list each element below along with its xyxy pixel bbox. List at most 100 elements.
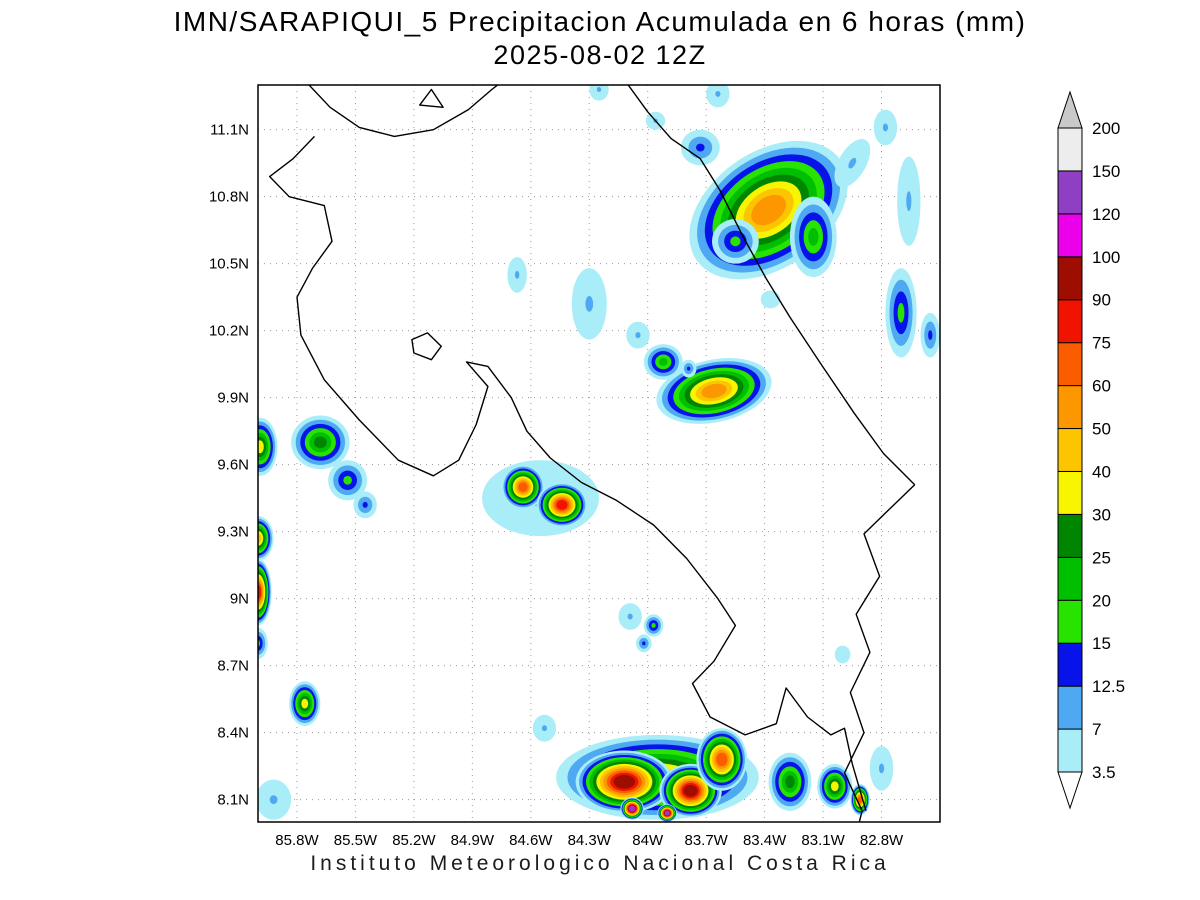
- precip-cell: [680, 359, 697, 378]
- precip-field: [258, 85, 940, 822]
- colorbar-labels: 3.5 7 12.5 15 20 25 30 40 50 60 75 90 100 120 150 200: [1092, 119, 1125, 782]
- colorbar-tick-label: 20: [1092, 591, 1111, 610]
- precip-cell: [789, 196, 837, 278]
- precip-cell: [258, 779, 292, 820]
- precip-cell: [696, 728, 748, 791]
- colorbar-segment: [1057, 428, 1083, 472]
- colorbar-segment: [1057, 385, 1083, 430]
- precip-cell: [706, 85, 730, 108]
- colorbar-segment: [1057, 170, 1083, 215]
- colorbar: [1057, 90, 1083, 810]
- colorbar-tick-label: 150: [1092, 162, 1120, 181]
- colorbar-tick-label: 30: [1092, 505, 1111, 524]
- colorbar-tick-label: 75: [1092, 334, 1111, 353]
- precip-cell: [507, 256, 527, 293]
- x-tick-label: 83.1W: [801, 832, 845, 849]
- coastline-inland-water: [411, 332, 442, 361]
- colorbar-segment: [1057, 342, 1083, 387]
- y-tick-label: 8.7N: [217, 658, 249, 675]
- chart-title: IMN/SARAPIQUI_5 Precipitacion Acumulada …: [173, 6, 1027, 37]
- colorbar-segment: [1057, 513, 1083, 558]
- colorbar-tick-label: 12.5: [1092, 677, 1125, 696]
- colorbar-segment: [1057, 685, 1083, 730]
- colorbar-segment: [1057, 256, 1083, 301]
- y-tick-label: 10.2N: [209, 323, 249, 340]
- precip-cell: [643, 344, 683, 380]
- x-tick-label: 84.9W: [451, 832, 495, 849]
- colorbar-tick-label: 50: [1092, 420, 1111, 439]
- precip-cell: [571, 268, 607, 340]
- colorbar-tick-label: 200: [1092, 119, 1120, 138]
- colorbar-segment: [1057, 599, 1083, 644]
- precip-cell: [532, 714, 557, 742]
- precip-cell: [575, 750, 674, 814]
- title-block: IMN/SARAPIQUI_5 Precipitacion Acumulada …: [0, 6, 1200, 71]
- precip-cell: [656, 358, 772, 424]
- precip-cell: [258, 558, 272, 626]
- precip-cell: [258, 417, 278, 476]
- precip-cell: [760, 290, 781, 309]
- y-tick-label: 9N: [230, 591, 249, 608]
- map-frame: [257, 84, 941, 823]
- precip-cell: [817, 763, 853, 809]
- coastline-lake-nicaragua-shore: [308, 85, 499, 138]
- precip-cell: [920, 312, 940, 358]
- y-tick-label: 9.9N: [217, 390, 249, 407]
- precip-cell: [643, 614, 664, 637]
- y-tick-label: 10.5N: [209, 256, 249, 273]
- colorbar-segment: [1057, 213, 1083, 258]
- precip-cell: [834, 645, 851, 664]
- y-tick-label: 11.1N: [210, 122, 249, 139]
- precip-cell: [680, 129, 720, 166]
- colorbar-segment: [1057, 470, 1083, 515]
- x-tick-label: 84.6W: [509, 832, 553, 849]
- colorbar-segment: [1057, 556, 1083, 601]
- precip-cell: [291, 415, 350, 470]
- colorbar-segment: [1057, 127, 1083, 172]
- x-tick-label: 83.4W: [743, 832, 787, 849]
- precip-cell: [768, 752, 812, 811]
- precip-cell: [589, 85, 609, 101]
- coastline-panama-border: [843, 484, 916, 822]
- precip-cell: [712, 219, 759, 264]
- x-tick-label: 82.8W: [860, 832, 904, 849]
- x-tick-label: 83.7W: [684, 832, 728, 849]
- colorbar-segment: [1057, 642, 1083, 687]
- y-axis-labels: 11.1N 10.8N 10.5N 10.2N 9.9N 9.6N 9.3N 9N 8.7N 8.…: [209, 122, 249, 809]
- precip-cell: [657, 804, 677, 822]
- x-tick-label: 84W: [632, 832, 664, 849]
- chart-subtitle: 2025-08-02 12Z: [493, 40, 707, 70]
- coastline-pacific-coast: [269, 135, 867, 811]
- precip-cell: [897, 156, 921, 246]
- colorbar-tick-label: 90: [1092, 291, 1111, 310]
- y-tick-label: 9.3N: [217, 524, 249, 541]
- colorbar-segment: [1057, 299, 1083, 344]
- precip-cell: [618, 603, 642, 630]
- coastlines: [269, 85, 916, 822]
- precip-cell: [536, 482, 588, 528]
- colorbar-tick-label: 3.5: [1092, 763, 1116, 782]
- colorbar-segment: [1057, 728, 1083, 773]
- precip-cell: [328, 460, 368, 501]
- colorbar-under-arrow: [1057, 771, 1083, 810]
- precip-cell: [258, 627, 268, 659]
- y-tick-label: 8.4N: [217, 725, 249, 742]
- precip-cell: [289, 681, 321, 726]
- colorbar-tick-label: 60: [1092, 377, 1111, 396]
- x-tick-label: 84.3W: [568, 832, 612, 849]
- colorbar-tick-label: 40: [1092, 462, 1111, 481]
- precip-cell: [636, 634, 652, 653]
- precip-cell: [885, 268, 917, 358]
- precip-cell: [869, 746, 894, 791]
- y-tick-label: 8.1N: [217, 792, 249, 809]
- colorbar-tick-label: 25: [1092, 548, 1111, 567]
- colorbar-tick-label: 15: [1092, 634, 1111, 653]
- precip-cell: [258, 516, 274, 561]
- precip-cell: [834, 138, 871, 188]
- precip-cell: [501, 464, 545, 510]
- coastline-caribbean-coast: [627, 85, 916, 486]
- colorbar-tick-label: 100: [1092, 248, 1120, 267]
- precip-cell: [353, 491, 377, 519]
